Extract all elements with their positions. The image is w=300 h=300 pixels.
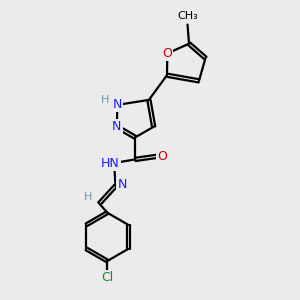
Text: O: O bbox=[162, 47, 172, 60]
Text: N: N bbox=[117, 178, 127, 191]
Text: CH₃: CH₃ bbox=[177, 11, 198, 21]
Text: HN: HN bbox=[101, 157, 120, 170]
Text: H: H bbox=[101, 94, 109, 105]
Text: N: N bbox=[112, 120, 122, 133]
Text: Cl: Cl bbox=[101, 271, 113, 284]
Text: N: N bbox=[112, 98, 122, 111]
Text: O: O bbox=[158, 150, 167, 163]
Text: H: H bbox=[84, 192, 92, 202]
